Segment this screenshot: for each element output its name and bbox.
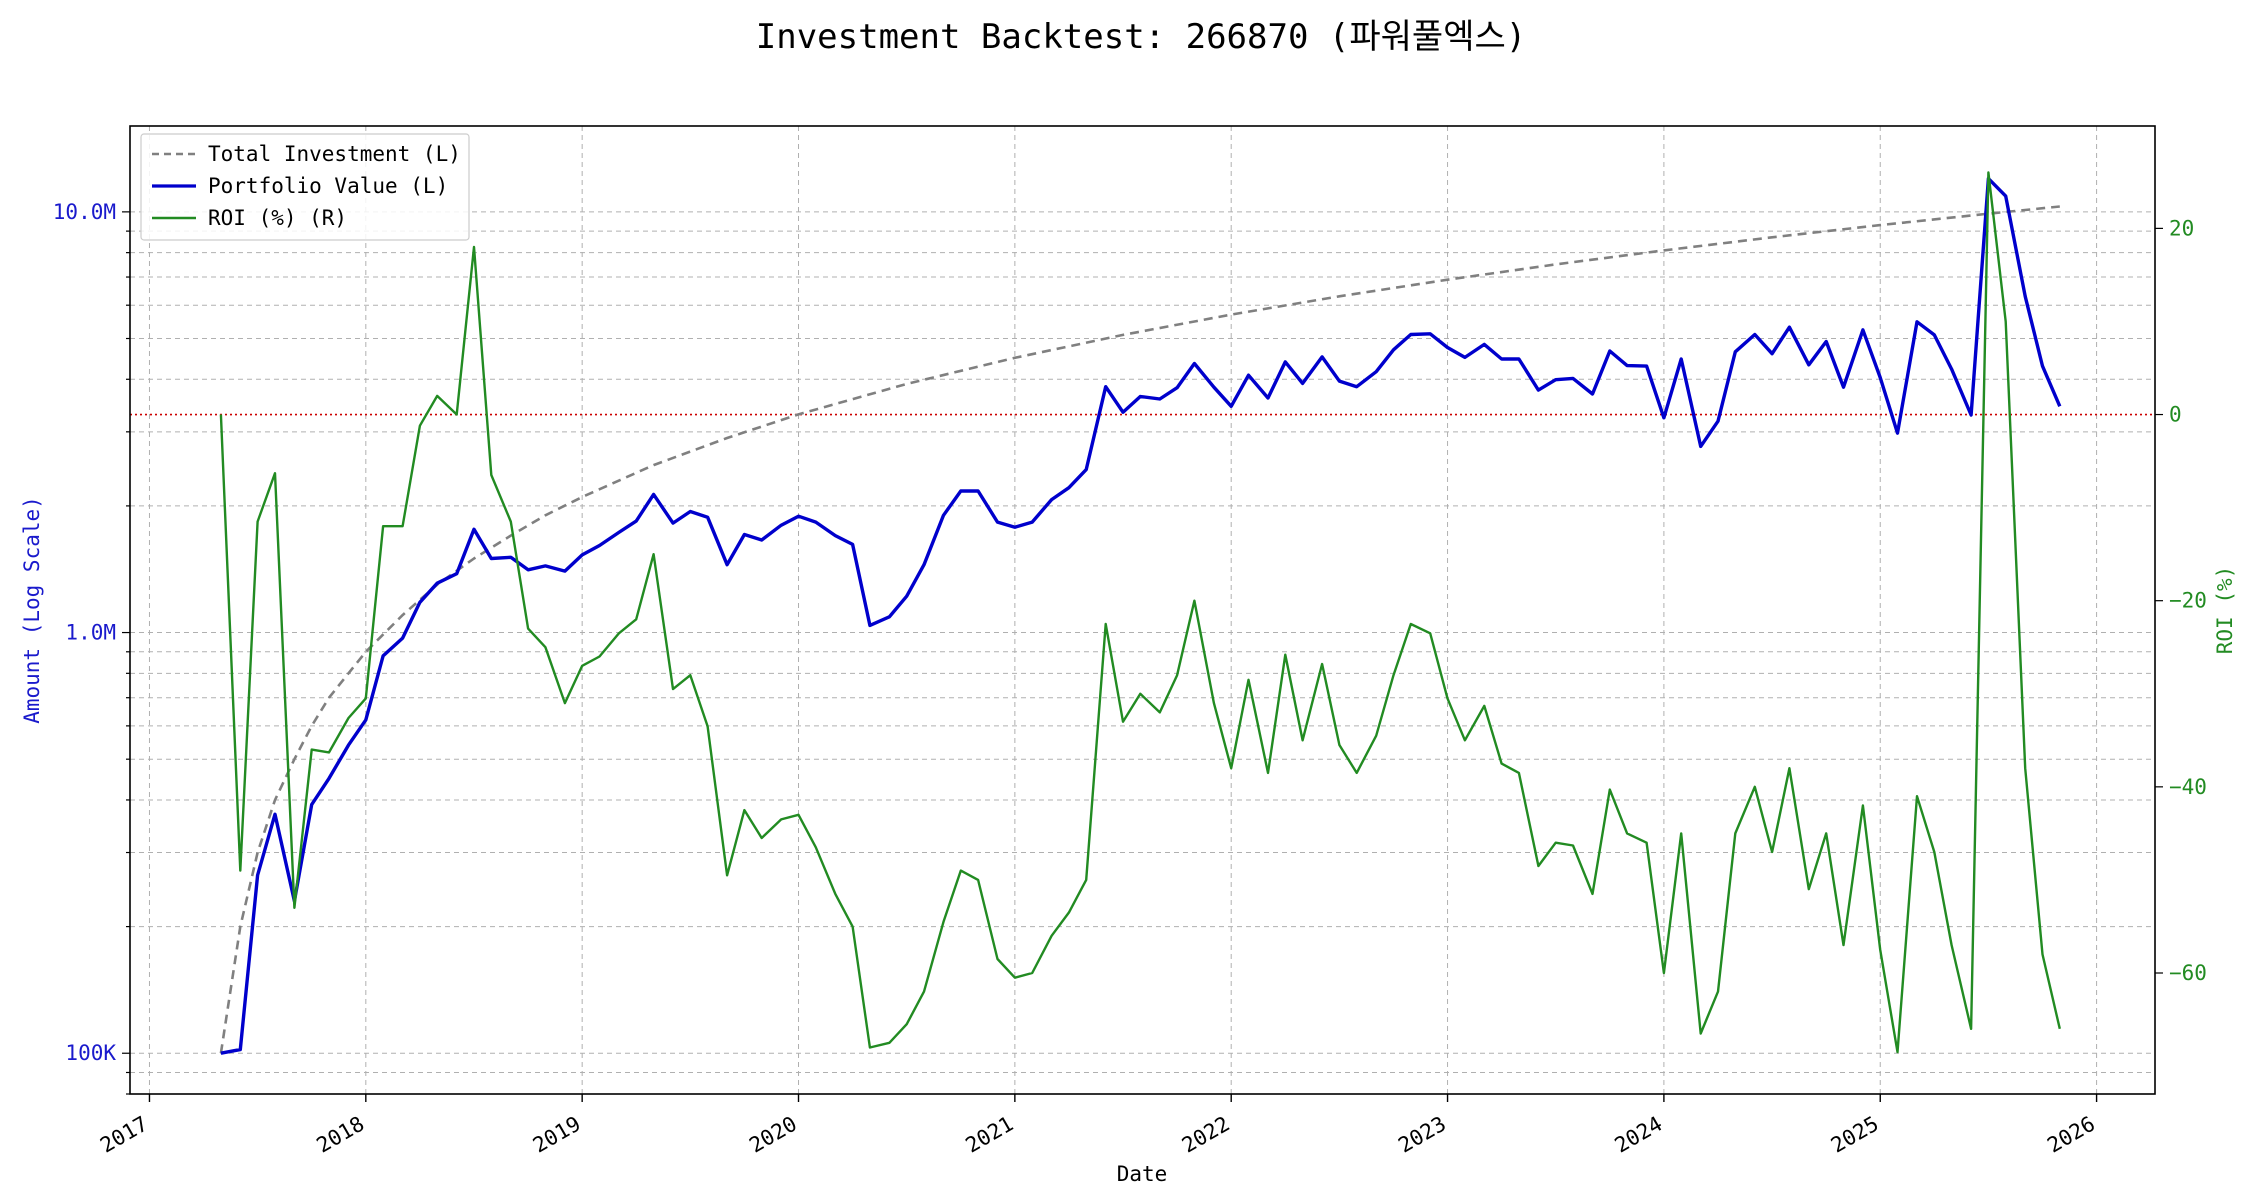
x-tick-label: 2025: [1827, 1112, 1883, 1158]
x-axis-label: Date: [1117, 1162, 1168, 1186]
left-tick-label: 10.0M: [53, 200, 116, 224]
chart-title: Investment Backtest: 266870 (파워풀엑스): [756, 17, 1527, 57]
x-tick-label: 2018: [313, 1112, 369, 1158]
left-tick-label: 100K: [65, 1041, 116, 1065]
legend-label-total-investment: Total Investment (L): [208, 142, 461, 166]
right-y-axis: −60 −40 −20 0 20: [2155, 216, 2207, 985]
right-tick-label: 20: [2169, 216, 2194, 240]
x-tick-label: 2017: [96, 1112, 152, 1158]
legend-label-roi: ROI (%) (R): [208, 206, 347, 230]
x-tick-label: 2024: [1611, 1112, 1667, 1158]
legend-label-portfolio-value: Portfolio Value (L): [208, 174, 448, 198]
plot-frame: [129, 125, 2156, 1095]
legend-box: [140, 133, 470, 241]
x-axis: 2017 2018 2019 2020 2021 2022 2023 2024 2025 2026: [96, 1094, 2099, 1158]
left-tick-label: 1.0M: [65, 621, 116, 645]
right-axis-label: ROI (%): [2213, 566, 2237, 655]
left-axis-label: Amount (Log Scale): [20, 496, 44, 724]
x-tick-label: 2022: [1178, 1112, 1234, 1158]
x-tick-label: 2021: [962, 1112, 1018, 1158]
legend: Total Investment (L) Portfolio Value (L)…: [140, 133, 470, 241]
x-tick-label: 2019: [529, 1112, 585, 1158]
grid-layer: [130, 126, 2155, 1095]
x-tick-label: 2026: [2043, 1112, 2099, 1158]
roi-line: [219, 171, 2061, 1054]
series-layer: [219, 171, 2062, 1055]
total-investment-line: [219, 205, 2060, 1054]
left-y-axis: 100K 1.0M 10.0M: [53, 200, 130, 1095]
right-tick-label: −20: [2169, 589, 2207, 613]
right-tick-label: −40: [2169, 775, 2207, 799]
x-tick-label: 2020: [745, 1112, 801, 1158]
x-tick-label: 2023: [1394, 1112, 1450, 1158]
right-tick-label: −60: [2169, 961, 2207, 985]
portfolio-value-line: [220, 176, 2062, 1055]
right-tick-label: 0: [2169, 403, 2182, 427]
